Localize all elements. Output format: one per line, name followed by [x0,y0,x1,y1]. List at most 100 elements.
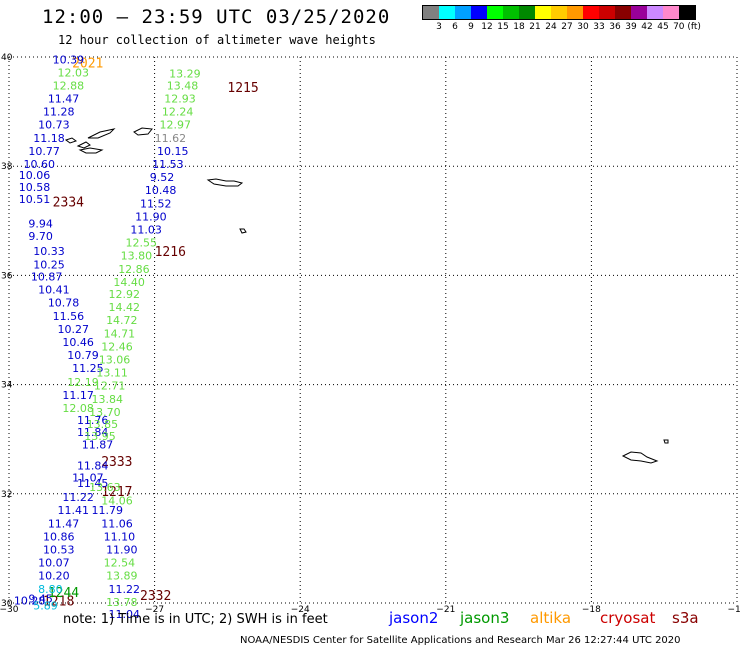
swh-point-label: 12.54 [104,557,136,570]
swh-point-label: 9.70 [28,230,53,243]
color-scale-label: 12 [481,22,493,32]
swh-point-label: 9.45 [28,593,53,606]
swh-point-label: 10.41 [38,284,69,297]
color-scale: 3 6 9 12 15 18 21 24 27 30 33 36 39 42 45 70 (ft) [422,5,701,32]
y-tick-label: 40 [1,53,13,63]
swh-points: 10.3912.0312.8811.4711.2810.7311.1810.77… [14,54,201,621]
swh-point-label: 13.70 [89,406,121,419]
swh-point-label: 12.86 [118,263,150,276]
swh-point-label: 10.39 [53,54,85,67]
color-scale-label: 36 [609,22,621,32]
swh-point-label: 11.03 [130,224,162,237]
swh-point-label: 11.25 [72,362,104,375]
color-swatch [567,6,583,19]
color-swatch [471,6,487,19]
color-scale-label: 24 [545,22,557,32]
color-swatch [439,6,455,19]
swh-point-label: 10.79 [67,349,99,362]
swh-point-label: 10.78 [48,297,80,310]
x-tick-label: −15 [728,605,740,615]
swh-point-label: 11.84 [77,459,109,472]
color-scale-label: 15 [497,22,509,32]
swh-point-label: 12.93 [164,92,196,105]
track-label: 2332 [140,589,171,604]
x-tick-label: −30 [0,605,19,615]
track-label: 2334 [53,196,84,211]
color-swatch [455,6,471,19]
island-outline [87,128,116,139]
x-tick-label: −18 [582,605,601,615]
swh-point-label: 13.78 [106,596,138,609]
track-label: 1216 [155,245,186,260]
swh-point-label: 11.47 [48,517,80,530]
swh-point-label: 11.47 [48,92,80,105]
color-scale-label: 27 [561,22,573,32]
color-swatch [663,6,679,19]
color-swatch [647,6,663,19]
swh-point-label: 10.60 [24,158,55,171]
swh-point-label: 13.29 [169,67,201,80]
island-outline [133,127,153,136]
swh-point-label: 10.25 [33,258,64,271]
swh-point-label: 10.51 [19,193,50,206]
swh-point-label: 10.33 [33,245,64,258]
swh-point-label: 13.85 [87,418,119,431]
swh-point-label: 11.06 [101,517,133,530]
color-swatch [503,6,519,19]
color-scale-label: 18 [513,22,525,32]
swh-point-label: 11.56 [53,310,85,323]
legend-altika: altika [530,609,572,627]
color-scale-label: 70 (ft) [673,22,701,32]
swh-point-label: 13.89 [106,570,138,583]
swh-point-label: 11.79 [92,504,124,517]
swh-point-label: 9.52 [150,171,175,184]
color-scale-label: 45 [657,22,669,32]
swh-point-label: 12.92 [108,288,140,301]
swh-point-label: 12.19 [67,376,99,389]
color-scale-swatches [422,5,696,20]
axis-ticks: −30 −27 −24 −21 −18 −15 30 32 34 36 38 40 [0,53,740,615]
swh-point-label: 11.52 [140,197,172,210]
island-outline [206,178,244,187]
island-outline [663,439,669,444]
color-swatch [583,6,599,19]
color-scale-label: 9 [468,22,474,32]
swh-point-label: 10.46 [62,336,94,349]
swh-point-label: 11.41 [58,504,90,517]
island-outline [64,137,78,144]
swh-point-label: 11.28 [43,106,74,119]
swh-point-label: 11.22 [62,491,94,504]
y-tick-label: 32 [1,490,12,500]
swh-point-label: 11.90 [135,210,167,223]
color-swatch [519,6,535,19]
island-outline [621,451,659,464]
color-swatch [423,6,439,19]
swh-point-label: 11.87 [82,439,114,452]
swh-point-label: 10.58 [19,181,50,194]
color-scale-label: 42 [641,22,653,32]
swh-point-label: 12.46 [101,340,133,353]
y-tick-label: 34 [1,381,13,391]
swh-point-label: 11.07 [72,471,104,484]
color-scale-label: 21 [529,22,541,32]
swh-point-label: 10.28 [14,594,46,607]
track-label: 1244 [48,586,79,601]
track-labels: 2021 1215 2334 1216 2333 1217 1218 2332 1244 [43,56,259,609]
swh-point-label: 11.53 [152,158,184,171]
swh-point-label: 10.27 [58,323,90,336]
color-swatch [615,6,631,19]
swh-point-label: 14.71 [104,327,136,340]
swh-point-label: 13.11 [96,367,128,380]
swh-point-label: 12.97 [159,119,191,132]
swh-point-label: 11.45 [77,477,109,490]
land-outlines [64,127,669,464]
color-swatch [679,6,695,19]
swh-point-label: 5.89 [33,600,58,613]
swh-point-label: 10.07 [38,557,69,570]
track-label: 1217 [101,485,132,500]
swh-point-label: 10.48 [145,184,177,197]
swh-point-label: 12.24 [162,106,194,119]
x-tick-label: −27 [145,605,164,615]
swh-point-label: 12.71 [94,380,126,393]
swh-point-label: 14.06 [101,494,133,507]
